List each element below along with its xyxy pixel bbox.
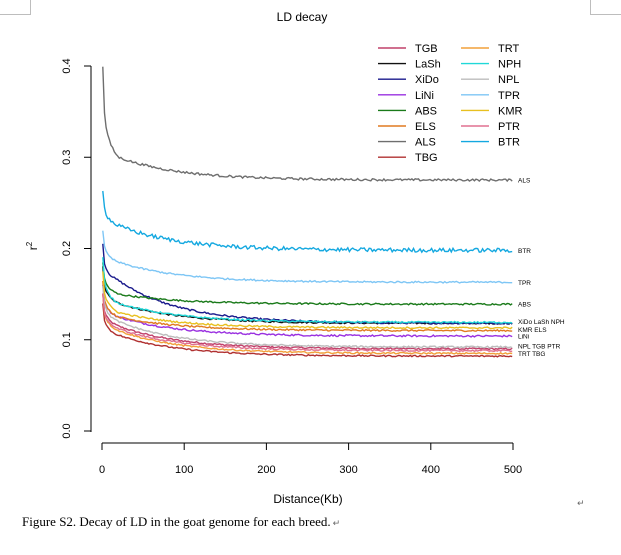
series-line-nph: [102, 257, 513, 324]
legend-label: LiNi: [415, 90, 434, 102]
end-label: BTR: [518, 248, 531, 255]
legend-label: ALS: [415, 137, 436, 149]
legend-label: TRT: [498, 43, 519, 55]
end-label: TRT TBG: [518, 351, 545, 358]
figure-caption-text: Figure S2. Decay of LD in the goat genom…: [22, 514, 331, 529]
y-axis-label: r2: [25, 241, 40, 250]
series-line-els: [102, 280, 513, 333]
legend-label: TPR: [498, 90, 520, 102]
x-tick-label: 200: [257, 464, 275, 476]
series-line-abs: [102, 262, 513, 306]
series-lines: [102, 66, 513, 358]
series-line-tpr: [102, 230, 513, 284]
x-tick-label: 500: [504, 464, 522, 476]
x-tick-label: 0: [99, 464, 105, 476]
y-axis-ticks: 0.0 0.1 0.2 0.3 0.4: [61, 58, 91, 439]
page-corner-mark-right: [590, 0, 621, 15]
x-axis-ticks: 0 100 200 300 400 500: [99, 443, 522, 476]
end-label: NPL TGB PTR: [518, 344, 561, 351]
end-label: KMR ELS: [518, 327, 547, 334]
series-line-ptr: [102, 293, 513, 353]
legend-label: KMR: [498, 105, 523, 117]
x-tick-label: 300: [339, 464, 357, 476]
end-label: XiDo LaSh NPH: [518, 319, 565, 326]
y-tick-label: 0.2: [61, 241, 73, 256]
legend-label: NPH: [498, 59, 521, 71]
legend-label: BTR: [498, 137, 520, 149]
y-tick-label: 0.0: [61, 423, 73, 438]
legend-label: ELS: [415, 121, 436, 133]
legend-label: XiDo: [415, 74, 439, 86]
y-tick-label: 0.3: [61, 150, 73, 165]
y-axis-label-exponent: 2: [25, 241, 34, 246]
legend: TGB LaSh XiDo LiNi ABS ELS ALS TBG TRT NPH NPL TPR K…: [378, 43, 523, 164]
series-line-lash: [102, 266, 513, 325]
series-line-kmr: [102, 271, 513, 330]
series-line-lini: [102, 284, 513, 338]
paragraph-mark: ↵: [577, 499, 585, 509]
series-line-tbg: [102, 303, 513, 358]
x-axis-label: Distance(Kb): [273, 492, 342, 506]
chart-title: LD decay: [277, 10, 328, 24]
page-corner-mark-left: [0, 0, 31, 15]
end-label: ALS: [518, 178, 531, 185]
series-line-tgb: [102, 293, 513, 351]
figure-caption: Figure S2. Decay of LD in the goat genom…: [22, 514, 340, 530]
legend-label: LaSh: [415, 59, 441, 71]
legend-label: ABS: [415, 105, 437, 117]
end-label: ABS: [518, 302, 532, 309]
legend-label: TGB: [415, 43, 438, 55]
end-label: TPR: [518, 280, 531, 287]
x-tick-label: 400: [422, 464, 440, 476]
caption-return-mark: ↵: [332, 519, 341, 529]
y-tick-label: 0.4: [61, 58, 73, 73]
series-line-btr: [102, 190, 513, 254]
end-label: LiNi: [518, 334, 529, 341]
y-axis-label-base: r: [26, 246, 40, 250]
y-tick-label: 0.1: [61, 332, 73, 347]
series-line-trt: [102, 294, 513, 355]
x-tick-label: 100: [175, 464, 193, 476]
legend-label: NPL: [498, 74, 519, 86]
series-line-npl: [102, 285, 513, 349]
series-line-als: [102, 66, 513, 183]
legend-label: PTR: [498, 121, 520, 133]
legend-label: TBG: [415, 152, 438, 164]
series-line-xido: [102, 243, 513, 325]
